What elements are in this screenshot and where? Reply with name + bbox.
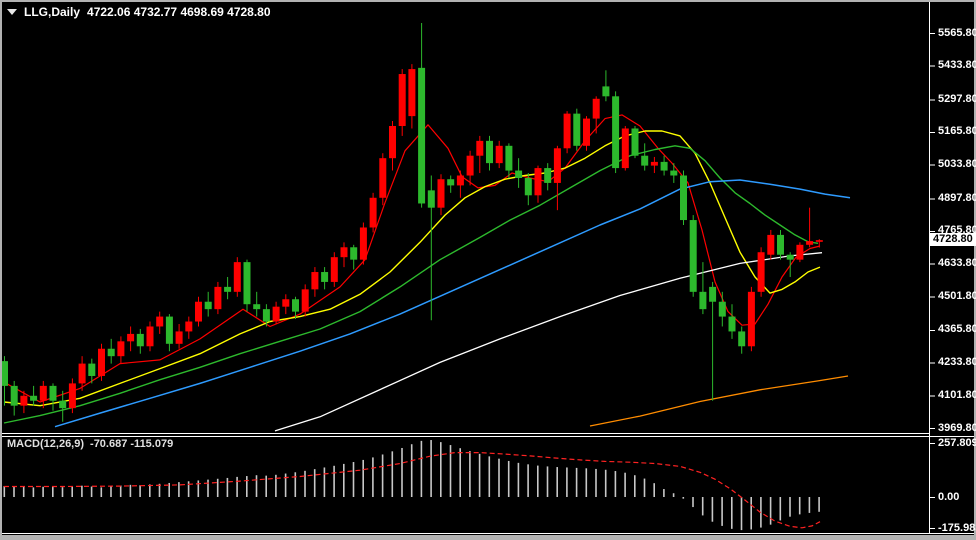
price-tick-label: 5033.80 xyxy=(938,158,976,171)
indicator-name: MACD(12,26,9) xyxy=(7,438,85,450)
symbol-dropdown-icon[interactable] xyxy=(7,9,17,15)
ma-lines-layer xyxy=(3,114,851,432)
indicator-values: -70.687 -115.079 xyxy=(90,438,174,450)
ma-xlong-white xyxy=(274,252,823,432)
price-tick-label: 4897.80 xyxy=(938,191,976,204)
price-tick-label: 5165.80 xyxy=(938,125,976,138)
macd-histogram-layer xyxy=(3,440,820,531)
current-price-tag: 4728.80 xyxy=(930,233,976,246)
price-tick-label: 4501.80 xyxy=(938,289,976,302)
macd-signal-line xyxy=(4,452,821,529)
price-tick-label: 3969.80 xyxy=(938,421,976,434)
indicator-tick-label: -175.983 xyxy=(938,521,976,534)
price-tick-label: 5433.80 xyxy=(938,59,976,72)
current-price-value: 4728.80 xyxy=(933,233,973,245)
chart-title: LLG,Daily 4722.06 4732.77 4698.69 4728.8… xyxy=(7,5,271,19)
price-tick-label: 4633.80 xyxy=(938,257,976,270)
ohlc-values: 4722.06 4732.77 4698.69 4728.80 xyxy=(87,5,271,19)
indicator-tick-label: 0.00 xyxy=(938,490,960,503)
ma-long-blue xyxy=(54,179,851,428)
indicator-tick-label: 257.809 xyxy=(938,436,976,449)
ma-slow-green xyxy=(3,145,819,424)
indicator-label: MACD(12,26,9) -70.687 -115.079 xyxy=(7,438,173,450)
price-tick-label: 5565.80 xyxy=(938,26,976,39)
price-tick-label: 4233.80 xyxy=(938,356,976,369)
price-tick-label: 5297.80 xyxy=(938,92,976,105)
price-tick-label: 4101.80 xyxy=(938,388,976,401)
symbol-timeframe-label: LLG,Daily xyxy=(24,5,81,19)
price-tick-label: 4365.80 xyxy=(938,323,976,336)
ma-xxlong-orange xyxy=(589,375,849,427)
candles-layer xyxy=(2,23,823,422)
